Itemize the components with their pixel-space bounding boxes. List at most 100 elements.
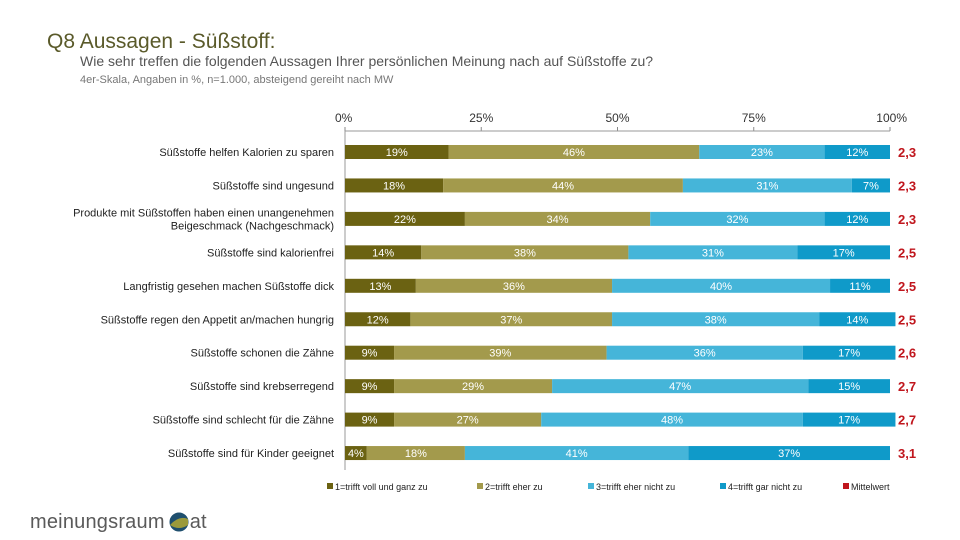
bar-value-label: 37% [500, 314, 522, 326]
bar-value-label: 29% [462, 381, 484, 393]
bar-segment [802, 412, 896, 427]
mean-value-label: 2,3 [898, 212, 916, 227]
logo-right-text: at [189, 510, 207, 533]
bar-segment [448, 145, 700, 159]
bar-segment [345, 245, 422, 260]
bar-segment [612, 278, 831, 293]
bar-value-label: 12% [846, 214, 868, 226]
bar-segment [688, 446, 890, 461]
bar-value-label: 38% [514, 247, 536, 259]
bar-value-label: 9% [362, 381, 378, 393]
bar-segment [345, 178, 444, 193]
bar-segment [394, 379, 553, 394]
bar-value-label: 39% [489, 348, 511, 360]
bar-value-label: 17% [838, 415, 860, 427]
mean-value-label: 2,3 [898, 145, 916, 160]
bar-segment [824, 211, 890, 226]
bar-value-label: 17% [838, 348, 860, 360]
stacked-bar-chart: 0% 25% 50% 75% 100% Süßstoffe helfen Kalorien… [73, 111, 916, 492]
bar-segment [366, 446, 465, 461]
bar-value-label: 31% [702, 247, 724, 259]
category-label: Süßstoffe schonen die Zähne [190, 348, 334, 360]
bar-segment [345, 412, 395, 427]
bar-value-label: 19% [386, 147, 408, 159]
category-label: Süßstoffe helfen Kalorien zu sparen [159, 147, 334, 159]
bar-value-label: 7% [863, 180, 879, 192]
x-tick-label: 50% [605, 111, 629, 125]
bar-segment [394, 412, 542, 427]
bar-segment [421, 245, 629, 260]
bar-value-label: 9% [362, 348, 378, 360]
category-label: Süßstoffe sind kalorienfrei [207, 247, 334, 259]
mean-value-label: 2,7 [898, 413, 916, 428]
bar-value-label: 32% [726, 214, 748, 226]
bar-value-label: 40% [710, 281, 732, 293]
x-tick-label: 75% [742, 111, 766, 125]
bar-segment [345, 345, 395, 360]
bar-value-label: 37% [778, 448, 800, 460]
legend-label: Mittelwert [851, 482, 890, 492]
bar-segment [808, 379, 890, 394]
legend-swatch [843, 483, 849, 489]
bar-value-label: 31% [756, 180, 778, 192]
question-subtitle: Wie sehr treffen die folgenden Aussagen … [80, 53, 654, 69]
meinungsraum-logo: meinungsraum at [30, 508, 207, 536]
bar-segment [345, 278, 416, 293]
bar-segment [682, 178, 852, 193]
bar-value-label: 41% [566, 448, 588, 460]
bar-value-label: 11% [849, 281, 870, 293]
legend-label: 1=trifft voll und ganz zu [335, 482, 428, 492]
bar-value-label: 9% [362, 415, 378, 427]
bar-value-label: 12% [367, 314, 389, 326]
bar-value-label: 22% [394, 214, 416, 226]
x-tick-label: 0% [335, 111, 353, 125]
bar-value-label: 36% [503, 281, 525, 293]
bar-segment [541, 412, 803, 427]
legend-swatch [477, 483, 483, 489]
bar-value-label: 14% [846, 314, 868, 326]
bar-segment [345, 145, 449, 159]
bar-segment [443, 178, 683, 193]
bar-value-label: 48% [661, 415, 683, 427]
bar-segment [345, 312, 411, 327]
bar-value-label: 14% [372, 247, 394, 259]
logo-globe-icon [168, 511, 190, 533]
category-label: Süßstoffe sind ungesund [213, 180, 335, 192]
category-label: Langfristig gesehen machen Süßstoffe dic… [123, 281, 334, 293]
category-label: Beigeschmack (Nachgeschmack) [171, 220, 334, 232]
bar-segment [830, 278, 890, 293]
bar-segment [606, 345, 803, 360]
legend-label: 3=trifft eher nicht zu [596, 482, 675, 492]
bar-segment [464, 446, 689, 461]
slide-title: Q8 Aussagen - Süßstoff: [47, 30, 276, 53]
mean-value-label: 2,6 [898, 346, 916, 361]
legend-label: 2=trifft eher zu [485, 482, 543, 492]
bar-segment [699, 145, 825, 159]
mean-value-label: 2,7 [898, 379, 916, 394]
bar-segment [345, 446, 367, 461]
bar-value-label: 18% [405, 448, 427, 460]
logo-left-text: meinungsraum [30, 510, 165, 533]
bar-value-label: 36% [694, 348, 716, 360]
mean-value-label: 2,5 [898, 245, 916, 260]
bar-segment [650, 211, 825, 226]
bar-value-label: 38% [705, 314, 727, 326]
bar-value-label: 34% [547, 214, 569, 226]
bar-value-label: 27% [457, 415, 479, 427]
bar-segment [552, 379, 809, 394]
bar-value-label: 47% [669, 381, 691, 393]
mean-value-label: 2,5 [898, 312, 916, 327]
bar-value-label: 44% [552, 180, 574, 192]
bar-value-label: 4% [348, 448, 364, 460]
x-tick-label: 25% [469, 111, 493, 125]
bar-segment [345, 211, 465, 226]
mean-value-label: 3,1 [898, 446, 916, 461]
mean-value-label: 2,3 [898, 178, 916, 193]
bar-segment [819, 312, 896, 327]
mean-value-label: 2,5 [898, 279, 916, 294]
category-label: Süßstoffe sind krebserregend [190, 381, 334, 393]
bar-segment [802, 345, 896, 360]
bar-segment [394, 345, 607, 360]
bar-value-label: 23% [751, 147, 773, 159]
bar-segment [628, 245, 798, 260]
